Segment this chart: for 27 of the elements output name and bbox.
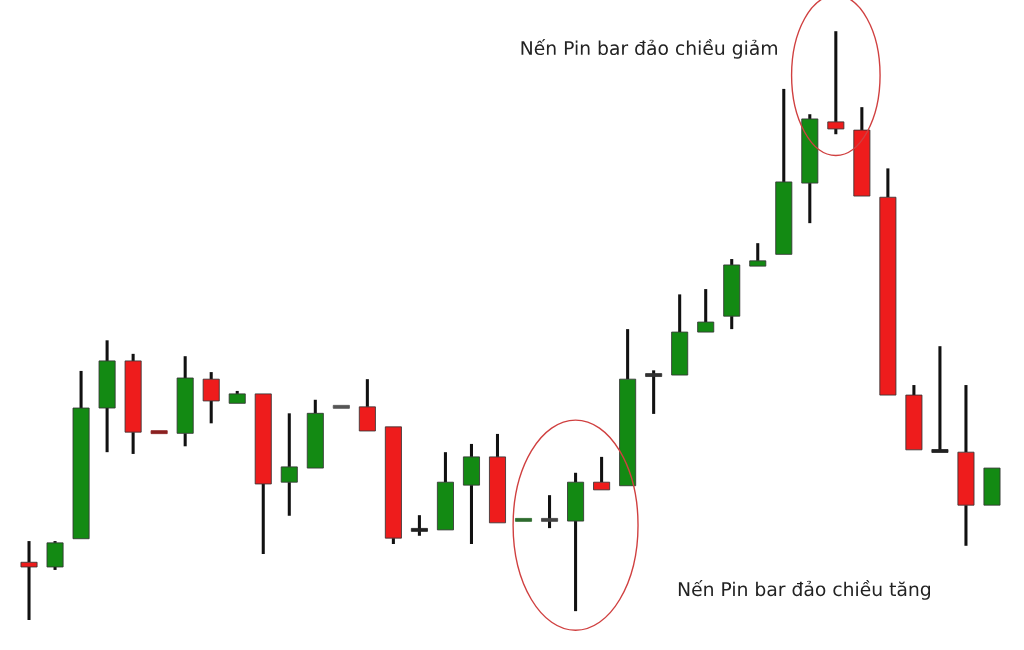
candlestick [567, 471, 585, 613]
candlestick [176, 356, 194, 447]
candlestick [931, 346, 949, 453]
candlestick [853, 107, 871, 197]
candlestick [150, 430, 168, 435]
candlestick [306, 398, 324, 469]
candlestick [957, 385, 975, 546]
candlestick [593, 455, 611, 491]
candlestick [697, 289, 715, 333]
annotation: Nến Pin bar đảo chiều giảm [521, 38, 777, 59]
candlestick [619, 329, 637, 487]
candlestick [436, 452, 454, 531]
candlestick [358, 379, 376, 432]
candlestick [280, 413, 298, 516]
candlestick [72, 369, 90, 540]
candlestick [202, 372, 220, 424]
candlestick [254, 393, 272, 555]
candlestick [462, 442, 480, 545]
candlestick [20, 541, 38, 620]
candlestick [98, 340, 116, 454]
candlestick [775, 87, 793, 255]
candlestick [671, 294, 689, 376]
candlestick [489, 432, 506, 524]
candlestick [983, 467, 1001, 506]
candlestick [749, 243, 767, 267]
annotation: Nến Pin bar đảo chiều tăng [678, 580, 930, 600]
candlestick [879, 168, 897, 396]
